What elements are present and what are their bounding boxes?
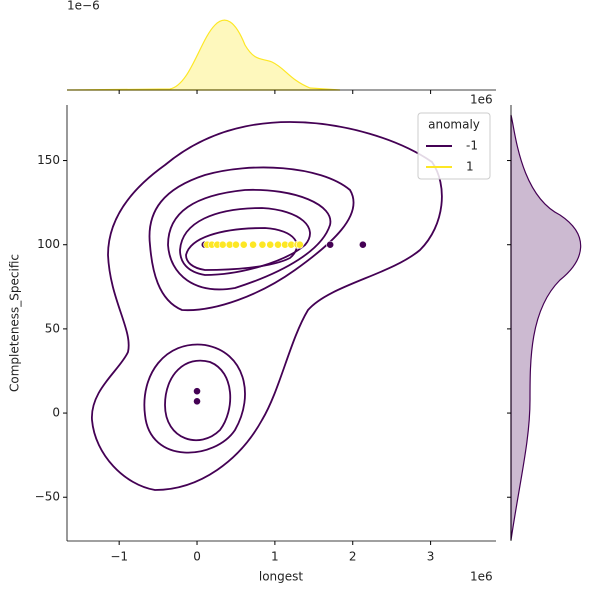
right-marginal-kde bbox=[510, 114, 582, 541]
legend-title: anomaly bbox=[428, 118, 480, 132]
kde-contour bbox=[143, 343, 246, 454]
scatter-point bbox=[249, 240, 257, 249]
y-tick-label: 150 bbox=[37, 153, 60, 167]
legend-label: -1 bbox=[466, 139, 478, 153]
x-tick-label: −1 bbox=[110, 550, 128, 564]
y-tick-label: 100 bbox=[37, 237, 60, 251]
scatter-point bbox=[239, 240, 248, 249]
x-tick-label: 1 bbox=[271, 550, 279, 564]
scatter-point bbox=[295, 240, 304, 249]
scatter-point bbox=[358, 240, 367, 249]
y-tick-label: 0 bbox=[52, 406, 60, 420]
x-axis-label: longest bbox=[259, 570, 304, 584]
legend-box bbox=[417, 112, 491, 180]
kde-contour bbox=[179, 207, 311, 276]
top-offset-label: 1e−6 bbox=[67, 0, 100, 13]
right-offset-label: 1e6 bbox=[470, 93, 493, 107]
legend-label: 1 bbox=[466, 160, 474, 174]
kde-contour bbox=[185, 227, 298, 271]
y-axis-label: Completeness_Specific bbox=[8, 254, 22, 392]
scatter-point bbox=[218, 240, 227, 249]
x-tick-label: 0 bbox=[193, 550, 201, 564]
scatter-point bbox=[274, 240, 282, 249]
legend: anomaly -1 1 bbox=[417, 112, 491, 180]
top-marginal-kde bbox=[66, 19, 341, 91]
kde-contour bbox=[167, 189, 332, 291]
scatter-point bbox=[326, 240, 335, 249]
y-tick-label: 50 bbox=[45, 321, 60, 335]
kde-contour bbox=[148, 166, 355, 312]
scatter-point bbox=[193, 397, 201, 406]
x-tick-label: 2 bbox=[349, 550, 357, 564]
scatter-point bbox=[266, 240, 275, 249]
kde-contour bbox=[164, 359, 232, 441]
x-tick-label: 3 bbox=[427, 550, 435, 564]
x-offset-label: 1e6 bbox=[470, 570, 493, 584]
scatter-point bbox=[193, 387, 201, 396]
y-tick-label: −50 bbox=[35, 490, 60, 504]
kde-contour bbox=[91, 121, 443, 491]
scatter-point bbox=[232, 240, 240, 249]
kde-contours bbox=[91, 121, 443, 491]
scatter-point bbox=[258, 240, 267, 249]
